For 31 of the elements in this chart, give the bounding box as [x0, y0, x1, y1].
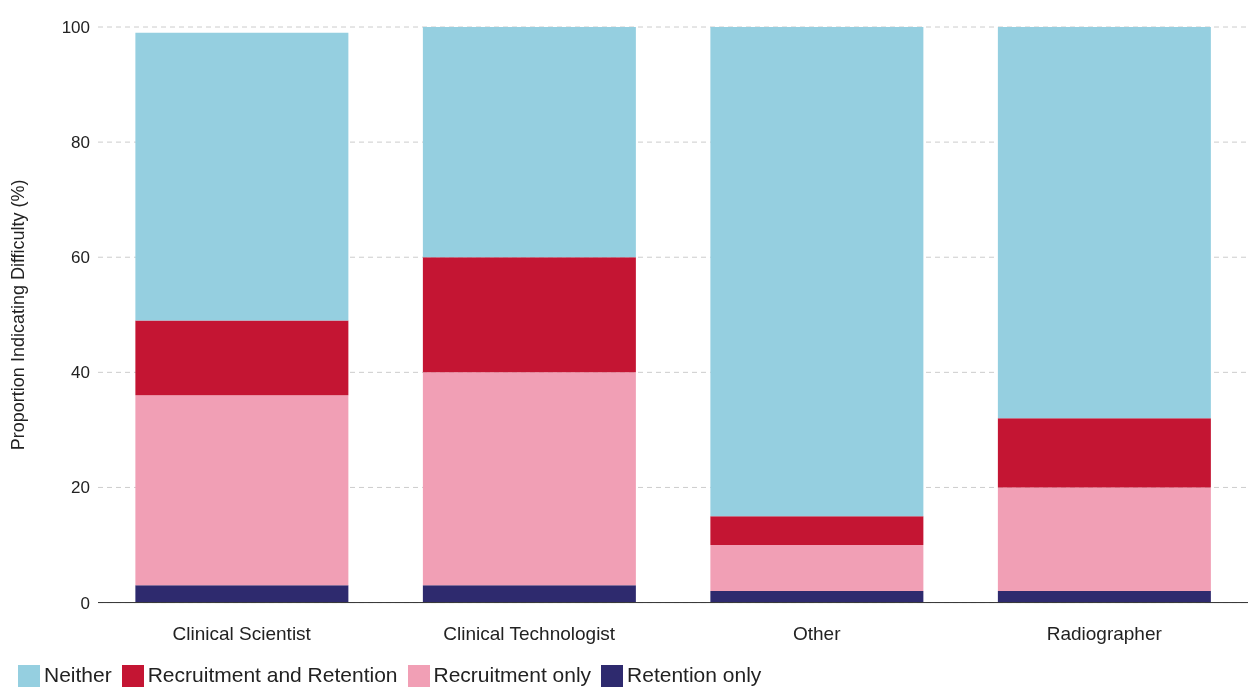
bar — [710, 516, 924, 545]
legend-label: Recruitment and Retention — [147, 662, 398, 686]
bar — [997, 487, 1211, 592]
legend-label: Retention only — [627, 662, 762, 686]
x-tick-label: Other — [792, 623, 842, 645]
bar — [710, 27, 924, 517]
y-tick-label: 0 — [80, 593, 90, 613]
legend-label: Recruitment only — [433, 662, 592, 686]
bar — [422, 27, 636, 258]
x-tick-label: Radiographer — [1046, 623, 1163, 645]
bar — [135, 320, 349, 396]
x-tick-label: Clinical Technologist — [443, 623, 616, 645]
y-tick-label: 60 — [71, 248, 90, 268]
bar — [422, 257, 636, 373]
y-tick-label: 40 — [71, 363, 90, 383]
bar — [135, 32, 349, 321]
bar — [422, 372, 636, 586]
y-axis-title: Proportion Indicating Difficulty (%) — [8, 179, 29, 451]
bar — [997, 591, 1211, 603]
bar — [422, 585, 636, 603]
bar — [997, 27, 1211, 419]
x-tick-label: Clinical Scientist — [172, 623, 312, 645]
bar — [710, 591, 924, 603]
y-tick-label: 100 — [61, 18, 90, 38]
bar — [135, 395, 349, 586]
bar — [997, 418, 1211, 488]
legend-label: Neither — [44, 662, 112, 686]
bar — [135, 585, 349, 603]
bar — [710, 544, 924, 592]
y-tick-label: 80 — [71, 133, 90, 153]
y-tick-label: 20 — [71, 478, 90, 498]
